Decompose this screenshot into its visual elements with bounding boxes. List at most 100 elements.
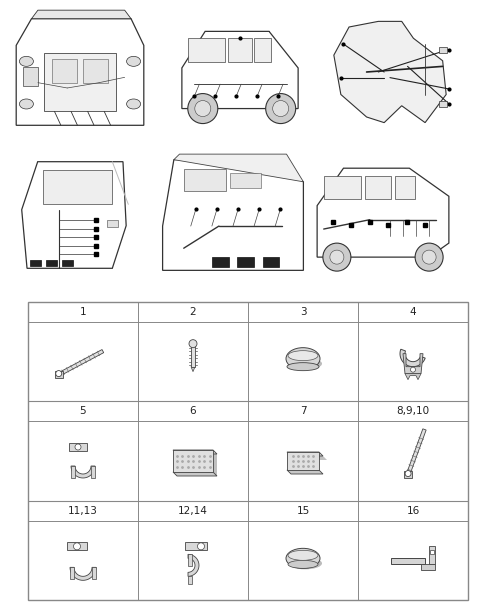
Bar [44,53,116,112]
Text: 6: 6 [190,406,196,416]
Polygon shape [70,568,96,580]
Bar [83,59,108,83]
Polygon shape [22,161,126,268]
Polygon shape [173,450,213,472]
Ellipse shape [288,358,322,370]
Bar [188,576,192,585]
Ellipse shape [127,99,141,109]
Circle shape [73,543,81,550]
Polygon shape [287,470,323,474]
Polygon shape [16,19,144,125]
Bar [230,173,261,188]
Bar [23,67,38,86]
Polygon shape [58,350,104,376]
Circle shape [56,371,62,376]
Polygon shape [32,10,131,19]
Bar [70,568,74,579]
Bar [439,47,447,52]
Bar [71,466,75,478]
Ellipse shape [19,99,34,109]
Ellipse shape [127,56,141,66]
Bar [30,260,41,266]
Polygon shape [173,472,217,476]
Polygon shape [400,349,425,367]
Bar [324,175,360,199]
Text: 8,9,10: 8,9,10 [396,406,430,416]
Polygon shape [188,554,199,576]
Circle shape [330,250,344,264]
Circle shape [323,243,351,271]
Polygon shape [421,565,435,571]
Bar [92,568,96,579]
Ellipse shape [288,557,322,569]
Ellipse shape [286,348,320,370]
Ellipse shape [286,548,320,568]
Bar [43,170,112,205]
Circle shape [273,101,288,117]
Bar [188,554,192,566]
Bar [62,260,73,266]
Polygon shape [71,466,95,478]
Circle shape [75,444,81,450]
Text: 3: 3 [300,307,306,317]
Circle shape [410,367,416,372]
Polygon shape [287,452,323,456]
Polygon shape [191,367,195,371]
Bar [212,257,229,267]
Polygon shape [177,454,217,476]
Bar [430,551,434,554]
Ellipse shape [287,362,319,371]
Bar [55,371,63,378]
Bar [237,257,254,267]
Bar [404,470,412,478]
Polygon shape [334,21,446,123]
Text: 4: 4 [410,307,416,317]
Bar [254,38,271,63]
Circle shape [188,93,218,124]
Polygon shape [173,450,217,454]
Bar [439,101,447,106]
Text: 11,13: 11,13 [68,506,98,516]
Bar [107,220,118,227]
Bar [185,542,207,551]
Bar [69,443,87,451]
Ellipse shape [19,56,34,66]
Bar [395,175,415,199]
Polygon shape [174,154,303,181]
Text: 7: 7 [300,406,306,416]
Text: 2: 2 [190,307,196,317]
Polygon shape [317,168,449,257]
Bar [191,345,195,367]
Bar [263,257,279,267]
Polygon shape [407,429,426,475]
Circle shape [422,250,436,264]
Ellipse shape [288,551,318,560]
Polygon shape [429,546,435,565]
Circle shape [195,101,211,117]
Polygon shape [403,354,423,374]
Text: 12,14: 12,14 [178,506,208,516]
Bar [184,169,226,191]
Ellipse shape [288,351,318,361]
Polygon shape [287,452,319,470]
Polygon shape [391,558,425,565]
Bar [91,466,95,478]
Polygon shape [405,374,421,379]
Bar [67,542,87,551]
Circle shape [415,243,443,271]
Polygon shape [291,456,327,460]
Text: 1: 1 [80,307,86,317]
Polygon shape [163,160,303,270]
Circle shape [405,470,411,476]
Bar [46,260,57,266]
Text: 16: 16 [407,506,420,516]
Circle shape [189,340,197,348]
Polygon shape [182,32,298,109]
Bar [228,38,252,63]
Text: 15: 15 [296,506,310,516]
Bar [188,38,225,63]
Ellipse shape [288,560,318,568]
Circle shape [266,93,296,124]
Circle shape [197,543,204,550]
Bar [52,59,77,83]
